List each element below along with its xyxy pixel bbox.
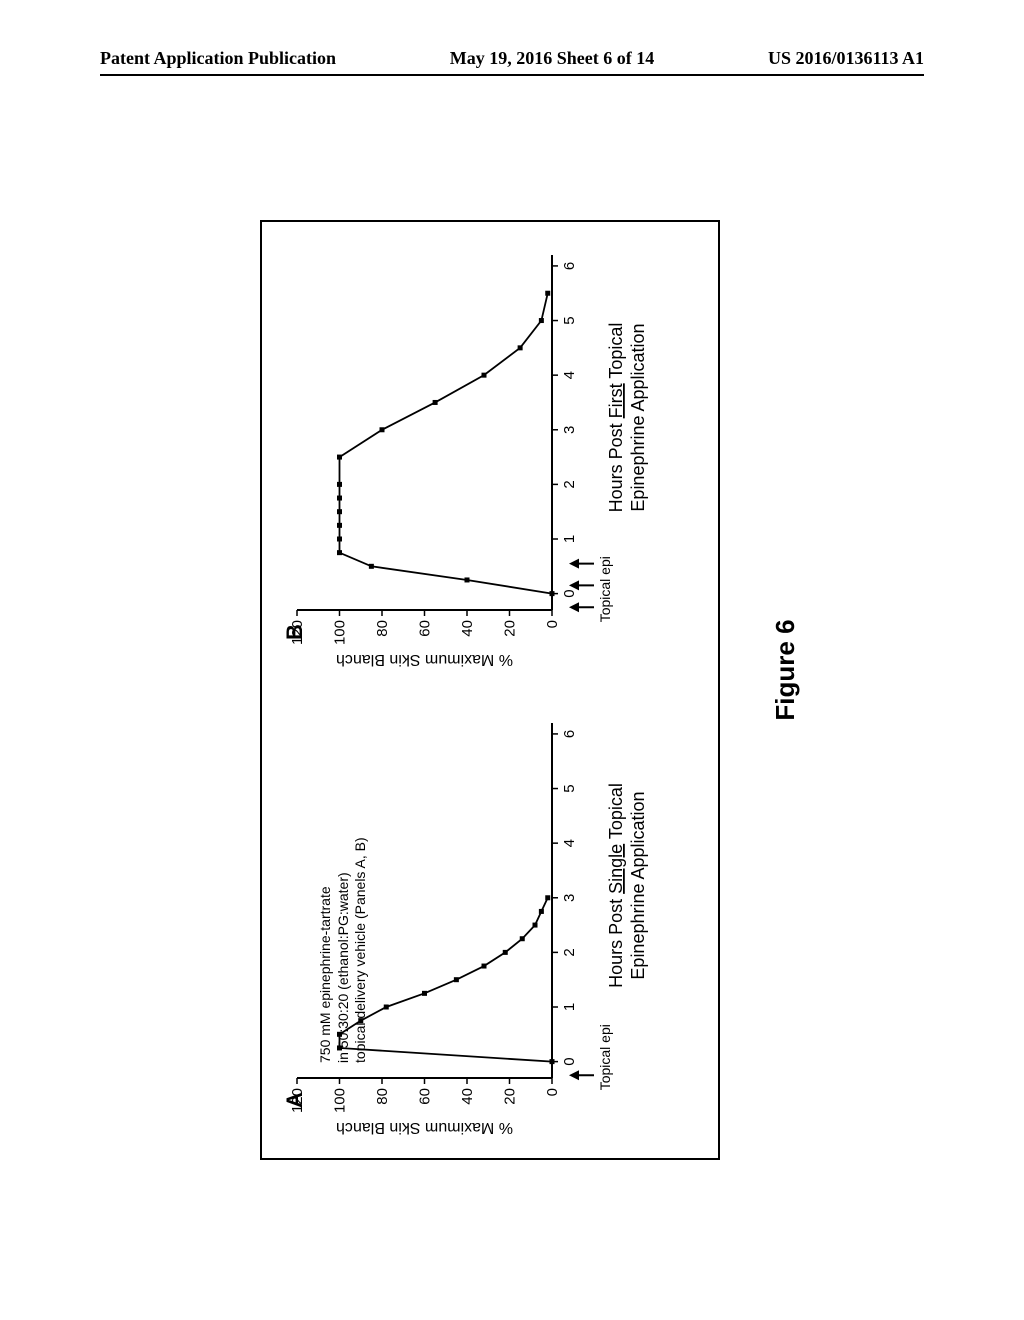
svg-text:6: 6 xyxy=(561,730,578,738)
svg-text:% Maximum Skin Blanch: % Maximum Skin Blanch xyxy=(336,1119,513,1136)
svg-text:20: 20 xyxy=(502,620,519,637)
chart-b: 0204060801001200123456% Maximum Skin Bla… xyxy=(277,245,657,675)
svg-text:Topical epi: Topical epi xyxy=(597,556,613,622)
svg-text:Hours Post Single Topical: Hours Post Single Topical xyxy=(606,783,626,988)
svg-text:2: 2 xyxy=(561,948,578,956)
page-header: Patent Application Publication May 19, 2… xyxy=(100,48,924,76)
svg-text:% Maximum Skin Blanch: % Maximum Skin Blanch xyxy=(336,651,513,668)
svg-text:4: 4 xyxy=(561,839,578,847)
svg-text:4: 4 xyxy=(561,371,578,379)
header-center: May 19, 2016 Sheet 6 of 14 xyxy=(450,48,654,69)
svg-text:1: 1 xyxy=(561,535,578,543)
svg-text:5: 5 xyxy=(561,784,578,792)
svg-text:60: 60 xyxy=(417,1088,434,1105)
svg-text:5: 5 xyxy=(561,316,578,324)
svg-text:60: 60 xyxy=(417,620,434,637)
panel-a-caption: 750 mM epinephrine-tartrate in 50:30:20 … xyxy=(317,837,370,1063)
svg-text:3: 3 xyxy=(561,894,578,902)
svg-text:6: 6 xyxy=(561,262,578,270)
svg-text:100: 100 xyxy=(332,620,349,645)
header-left: Patent Application Publication xyxy=(100,48,336,69)
svg-text:3: 3 xyxy=(561,426,578,434)
svg-text:Topical epi: Topical epi xyxy=(597,1024,613,1090)
svg-text:0: 0 xyxy=(561,1057,578,1065)
figure-caption: Figure 6 xyxy=(770,619,801,720)
svg-text:0: 0 xyxy=(561,589,578,597)
svg-text:0: 0 xyxy=(544,1088,561,1096)
svg-text:20: 20 xyxy=(502,1088,519,1105)
panel-a: A 750 mM epinephrine-tartrate in 50:30:2… xyxy=(277,705,703,1143)
panels-frame: A 750 mM epinephrine-tartrate in 50:30:2… xyxy=(260,220,720,1160)
panel-b-label: B xyxy=(282,624,308,640)
svg-text:40: 40 xyxy=(459,1088,476,1105)
svg-text:80: 80 xyxy=(374,1088,391,1105)
svg-text:2: 2 xyxy=(561,480,578,488)
svg-text:80: 80 xyxy=(374,620,391,637)
figure-rotated-container: A 750 mM epinephrine-tartrate in 50:30:2… xyxy=(10,330,1010,1010)
svg-text:Hours Post First Topical: Hours Post First Topical xyxy=(606,323,626,513)
header-right: US 2016/0136113 A1 xyxy=(768,48,924,69)
svg-text:0: 0 xyxy=(544,620,561,628)
svg-text:Epinephrine Application: Epinephrine Application xyxy=(628,791,648,979)
svg-text:100: 100 xyxy=(332,1088,349,1113)
svg-text:Epinephrine Application: Epinephrine Application xyxy=(628,323,648,511)
panel-b: B 0204060801001200123456% Maximum Skin B… xyxy=(277,237,703,675)
svg-text:1: 1 xyxy=(561,1003,578,1011)
svg-text:40: 40 xyxy=(459,620,476,637)
panel-a-label: A xyxy=(282,1092,308,1108)
